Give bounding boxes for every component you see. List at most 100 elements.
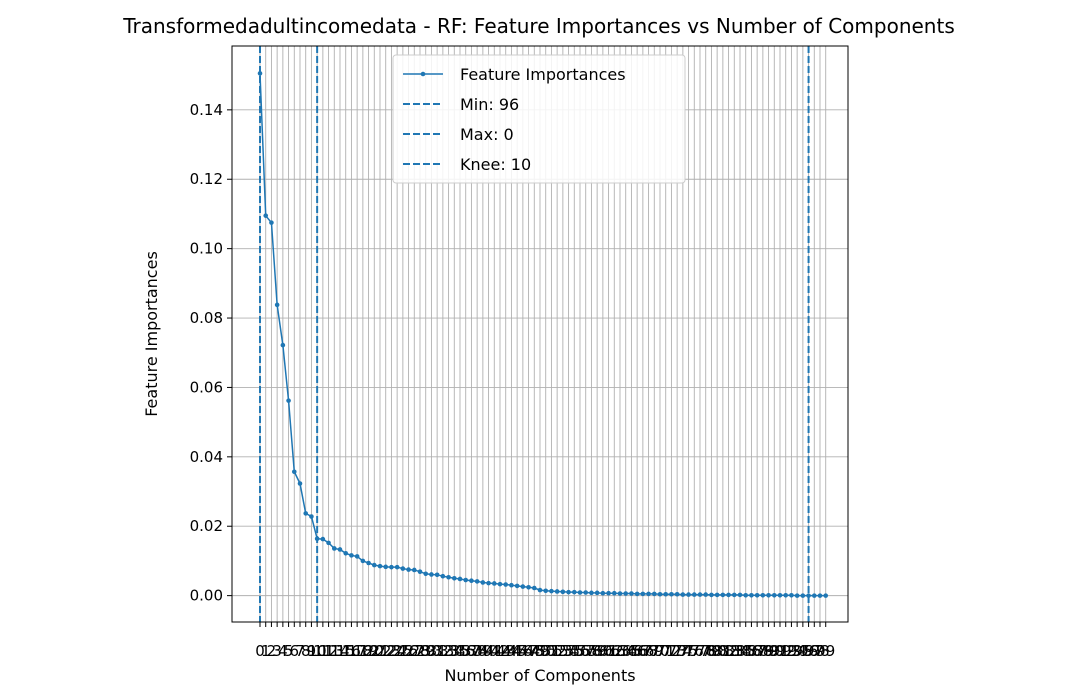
data-point bbox=[577, 590, 583, 595]
data-point bbox=[337, 547, 343, 552]
x-tick-label: 3 bbox=[272, 642, 282, 660]
x-tick-label: 9 bbox=[307, 642, 317, 660]
data-point bbox=[280, 342, 286, 348]
data-point bbox=[686, 592, 691, 597]
x-tick-label: 13 bbox=[325, 642, 344, 660]
data-point bbox=[737, 592, 743, 598]
data-point bbox=[269, 220, 274, 225]
data-point bbox=[274, 302, 280, 308]
x-tick-label: 33 bbox=[439, 642, 458, 660]
x-tick-label: 71 bbox=[656, 642, 675, 660]
x-tick-label: 23 bbox=[382, 642, 401, 660]
data-point bbox=[429, 572, 434, 577]
data-point bbox=[583, 590, 589, 595]
x-tick-label: 80 bbox=[708, 642, 727, 660]
y-tick-label: 0.08 bbox=[190, 309, 223, 327]
x-tick-label: 4 bbox=[278, 642, 288, 660]
x-tick-label: 74 bbox=[673, 642, 692, 660]
x-tick-label: 63 bbox=[610, 642, 629, 660]
data-point bbox=[469, 578, 474, 584]
data-point bbox=[491, 581, 497, 586]
x-tick-label: 67 bbox=[633, 642, 652, 660]
x-tick-label: 26 bbox=[399, 642, 418, 660]
data-point bbox=[463, 577, 469, 583]
data-point bbox=[314, 536, 320, 542]
data-point bbox=[703, 592, 709, 597]
x-tick-label: 47 bbox=[519, 642, 538, 660]
x-tick-label: 12 bbox=[319, 642, 338, 660]
y-tick-label: 0.06 bbox=[190, 378, 223, 396]
x-tick-label: 62 bbox=[605, 642, 624, 660]
x-tick-label: 16 bbox=[342, 642, 361, 660]
data-point bbox=[526, 585, 531, 590]
data-point bbox=[286, 398, 291, 403]
data-point bbox=[566, 589, 571, 595]
data-point bbox=[297, 481, 303, 486]
data-point bbox=[749, 592, 754, 598]
x-tick-label: 43 bbox=[496, 642, 515, 660]
legend-swatch-marker bbox=[420, 71, 426, 77]
reference-lines bbox=[259, 46, 810, 622]
data-point bbox=[360, 558, 366, 564]
data-point bbox=[589, 590, 594, 596]
x-tick-label: 36 bbox=[456, 642, 475, 660]
x-tick-label: 52 bbox=[548, 642, 567, 660]
data-point bbox=[320, 536, 326, 542]
x-tick-label: 45 bbox=[508, 642, 527, 660]
data-point bbox=[594, 590, 600, 596]
x-axis-label: Number of Components bbox=[444, 666, 635, 685]
x-tick-label: 49 bbox=[530, 642, 549, 660]
data-point bbox=[394, 564, 400, 570]
x-tick-label: 51 bbox=[542, 642, 561, 660]
y-tick-label: 0.04 bbox=[190, 448, 223, 466]
x-tick-label: 89 bbox=[759, 642, 778, 660]
x-tick-label: 37 bbox=[462, 642, 481, 660]
x-tick-label: 97 bbox=[805, 642, 824, 660]
data-point bbox=[434, 572, 440, 578]
data-point bbox=[560, 589, 566, 595]
data-point bbox=[623, 591, 629, 596]
data-point bbox=[657, 591, 663, 597]
data-point bbox=[474, 579, 480, 584]
data-point bbox=[754, 592, 760, 598]
data-point bbox=[680, 592, 686, 597]
y-axis: 0.00 0.02 0.04 0.06 0.08 0.10 0.12 0.14 bbox=[190, 101, 232, 605]
x-tick-label: 48 bbox=[525, 642, 544, 660]
chart-title: Transformedadultincomedata - RF: Feature… bbox=[122, 14, 954, 38]
data-point bbox=[629, 591, 634, 596]
x-tick-label: 65 bbox=[622, 642, 641, 660]
data-point bbox=[731, 592, 737, 598]
x-tick-label: 0 bbox=[255, 642, 265, 660]
x-tick-label: 76 bbox=[685, 642, 704, 660]
data-point bbox=[331, 546, 337, 551]
data-point bbox=[417, 569, 423, 574]
data-point bbox=[457, 576, 463, 582]
x-tick-label: 77 bbox=[690, 642, 709, 660]
data-point bbox=[771, 592, 777, 598]
data-point bbox=[343, 550, 349, 556]
data-point bbox=[634, 591, 640, 597]
data-point bbox=[263, 213, 269, 218]
x-tick-label: 22 bbox=[376, 642, 395, 660]
x-tick-label: 2 bbox=[267, 642, 277, 660]
data-point bbox=[349, 553, 354, 558]
x-tick-label: 92 bbox=[776, 642, 795, 660]
data-point bbox=[406, 567, 411, 572]
data-point bbox=[383, 564, 389, 570]
x-tick-label: 59 bbox=[588, 642, 607, 660]
data-point bbox=[783, 592, 789, 598]
data-point bbox=[606, 590, 611, 596]
data-point bbox=[554, 589, 560, 594]
data-point bbox=[760, 592, 766, 598]
x-tick-label: 56 bbox=[570, 642, 589, 660]
x-tick-label: 50 bbox=[536, 642, 555, 660]
x-tick-label: 72 bbox=[662, 642, 681, 660]
data-point bbox=[743, 592, 749, 598]
y-tick-label: 0.10 bbox=[190, 240, 223, 258]
x-tick-label: 60 bbox=[593, 642, 612, 660]
legend-label: Min: 96 bbox=[460, 95, 519, 114]
data-point bbox=[777, 592, 783, 598]
data-point bbox=[714, 592, 720, 598]
data-point bbox=[440, 573, 446, 579]
x-tick-label: 40 bbox=[479, 642, 498, 660]
